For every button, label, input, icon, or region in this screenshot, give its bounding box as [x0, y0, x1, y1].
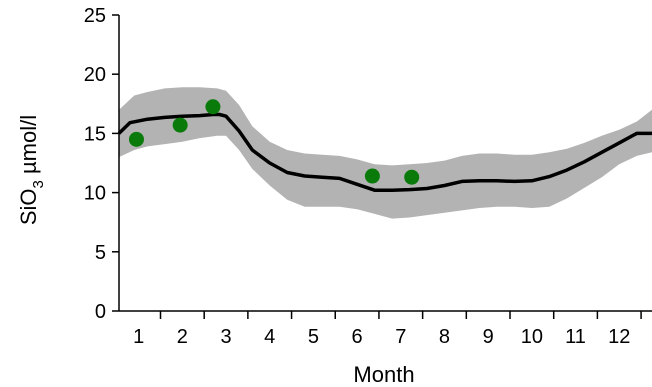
- observation-point: [172, 117, 188, 133]
- y-tick-label: 5: [95, 242, 106, 264]
- observation-point: [205, 99, 221, 115]
- x-tick-label: 1: [133, 326, 144, 348]
- observation-point: [404, 169, 420, 185]
- y-tick-label: 0: [95, 301, 106, 323]
- x-tick-label: 9: [483, 326, 494, 348]
- uncertainty-band: [119, 87, 652, 219]
- x-tick-label: 3: [220, 326, 231, 348]
- x-tick-label: 12: [608, 326, 630, 348]
- y-axis-title-main: SiO: [16, 188, 41, 225]
- observation-points: [128, 99, 420, 185]
- x-tick-label: 6: [352, 326, 363, 348]
- observation-point: [128, 131, 144, 147]
- x-axis-title: Month: [353, 362, 414, 387]
- y-axis-title: SiO3 µmol/l: [16, 115, 47, 225]
- y-axis-title-sub: 3: [30, 180, 47, 188]
- y-tick-label: 10: [84, 183, 106, 205]
- y-tick-label: 20: [84, 64, 106, 86]
- model-line: [117, 112, 652, 192]
- x-tick-label: 11: [565, 326, 586, 348]
- x-tick-label: 7: [395, 326, 406, 348]
- x-tick-label: 5: [308, 326, 319, 348]
- x-tick-label: 10: [521, 326, 543, 348]
- y-axis-title-unit: µmol/l: [16, 115, 41, 180]
- x-tick-label: 4: [264, 326, 275, 348]
- y-tick-label: 25: [84, 5, 106, 27]
- x-tick-label: 8: [439, 326, 450, 348]
- observation-point: [364, 168, 380, 184]
- x-tick-label: 2: [177, 326, 188, 348]
- y-tick-label: 15: [84, 123, 106, 145]
